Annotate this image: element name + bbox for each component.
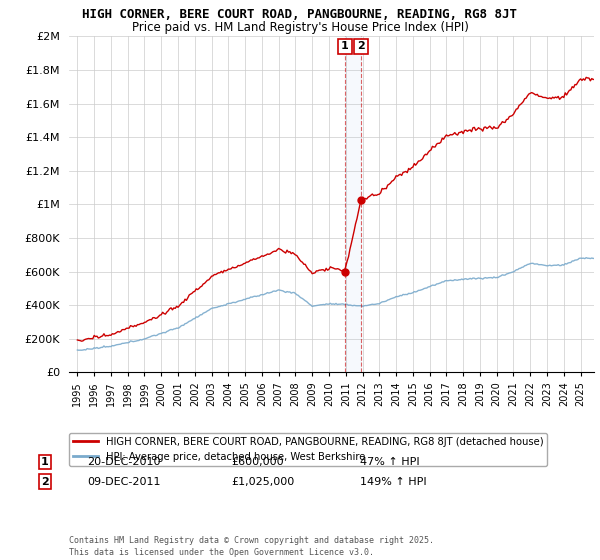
Text: 09-DEC-2011: 09-DEC-2011 xyxy=(87,477,161,487)
Legend: HIGH CORNER, BERE COURT ROAD, PANGBOURNE, READING, RG8 8JT (detached house), HPI: HIGH CORNER, BERE COURT ROAD, PANGBOURNE… xyxy=(69,433,547,466)
Bar xyxy=(345,36,361,372)
Text: 2: 2 xyxy=(41,477,49,487)
Text: 47% ↑ HPI: 47% ↑ HPI xyxy=(360,457,419,467)
Text: 20-DEC-2010: 20-DEC-2010 xyxy=(87,457,161,467)
Text: HIGH CORNER, BERE COURT ROAD, PANGBOURNE, READING, RG8 8JT: HIGH CORNER, BERE COURT ROAD, PANGBOURNE… xyxy=(83,8,517,21)
Text: £1,025,000: £1,025,000 xyxy=(231,477,294,487)
Text: £600,000: £600,000 xyxy=(231,457,284,467)
Text: 149% ↑ HPI: 149% ↑ HPI xyxy=(360,477,427,487)
Text: 1: 1 xyxy=(41,457,49,467)
Text: 1: 1 xyxy=(341,41,349,52)
Text: Contains HM Land Registry data © Crown copyright and database right 2025.
This d: Contains HM Land Registry data © Crown c… xyxy=(69,536,434,557)
Text: Price paid vs. HM Land Registry's House Price Index (HPI): Price paid vs. HM Land Registry's House … xyxy=(131,21,469,34)
Text: 2: 2 xyxy=(357,41,365,52)
